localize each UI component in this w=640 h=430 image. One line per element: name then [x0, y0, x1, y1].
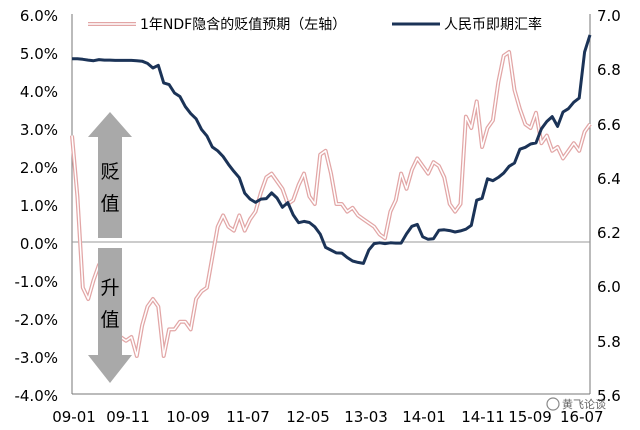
appreciation-label-char-2: 值	[100, 309, 119, 331]
x-tick-label: 14-11	[461, 408, 505, 426]
left-tick-label: 6.0%	[20, 7, 58, 25]
x-tick-label: 12-05	[286, 408, 330, 426]
legend-label-spot: 人民币即期汇率	[444, 16, 542, 33]
right-tick-label: 5.6	[597, 387, 621, 405]
ndf-line	[70, 50, 592, 358]
right-tick-label: 6.6	[597, 116, 621, 134]
appreciation-label-char-1: 升	[100, 277, 119, 299]
up-arrow-icon	[88, 112, 132, 238]
depreciation-label-char-2: 值	[100, 193, 119, 215]
watermark-logo-icon	[546, 397, 560, 411]
x-tick-label: 14-01	[402, 408, 446, 426]
x-tick-label: 15-09	[508, 408, 552, 426]
left-axis-ticks: 6.0% 5.0% 4.0% 3.0% 2.0% 1.0% 0.0% -1.0%…	[14, 7, 58, 405]
left-tick-label: 1.0%	[20, 197, 58, 215]
left-tick-label: 0.0%	[20, 235, 58, 253]
x-axis-ticks: 09-01 09-11 10-09 11-07 12-05 13-03 14-0…	[52, 408, 603, 426]
x-tick-label: 09-01	[52, 408, 96, 426]
watermark: 黄飞论谈	[546, 397, 606, 411]
right-axis-ticks: 7.0 6.8 6.6 6.4 6.2 6.0 5.8 5.6	[597, 7, 621, 405]
left-tick-label: 5.0%	[20, 45, 58, 63]
left-tick-label: -2.0%	[14, 311, 58, 329]
right-tick-label: 6.4	[597, 170, 621, 188]
ndf-line-inner	[71, 51, 591, 357]
series-0	[70, 50, 592, 358]
legend: 1年NDF隐含的贬值预期（左轴） 人民币即期汇率	[88, 16, 542, 33]
x-tick-label: 09-11	[106, 408, 150, 426]
right-tick-label: 6.0	[597, 278, 621, 296]
left-tick-label: -4.0%	[14, 387, 58, 405]
x-tick-label: 11-07	[226, 408, 270, 426]
right-tick-label: 6.2	[597, 224, 621, 242]
right-tick-label: 5.8	[597, 333, 621, 351]
left-tick-label: 4.0%	[20, 83, 58, 101]
series-layer	[70, 34, 592, 358]
legend-item-ndf: 1年NDF隐含的贬值预期（左轴）	[88, 17, 346, 33]
left-tick-label: -1.0%	[14, 273, 58, 291]
watermark-text: 黄飞论谈	[562, 397, 606, 411]
left-tick-label: 3.0%	[20, 121, 58, 139]
x-tick-label: 13-03	[344, 408, 388, 426]
right-tick-label: 6.8	[597, 61, 621, 79]
left-tick-label: 2.0%	[20, 159, 58, 177]
legend-item-spot: 人民币即期汇率	[392, 16, 542, 33]
down-arrow-icon	[88, 248, 132, 383]
x-tick-label: 16-07	[560, 408, 604, 426]
right-tick-label: 7.0	[597, 7, 621, 25]
legend-label-ndf: 1年NDF隐含的贬值预期（左轴）	[140, 17, 346, 33]
series-1	[72, 34, 592, 265]
x-tick-label: 10-09	[166, 408, 210, 426]
depreciation-label-char-1: 贬	[100, 161, 119, 183]
spot-rate-line	[72, 34, 592, 265]
direction-arrows: 贬 值 升 值	[88, 112, 132, 383]
left-tick-label: -3.0%	[14, 349, 58, 367]
